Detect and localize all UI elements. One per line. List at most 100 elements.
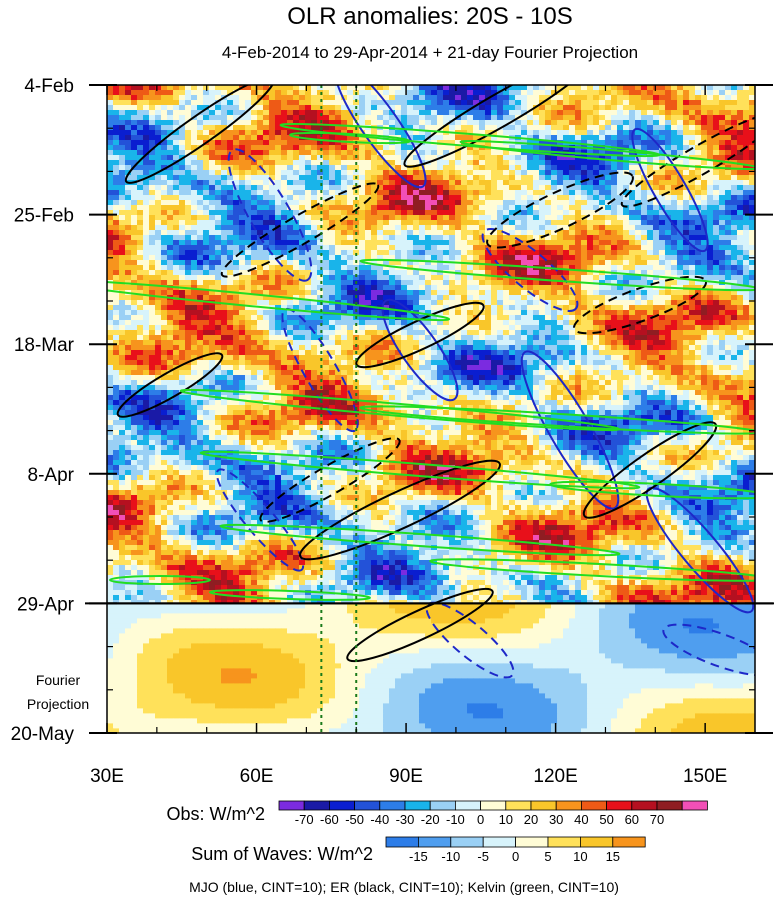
obs-cell xyxy=(731,110,738,116)
obs-cell xyxy=(563,255,570,261)
obs-cell xyxy=(719,230,726,236)
obs-cell xyxy=(677,210,684,216)
obs-cell xyxy=(395,185,402,191)
obs-cell xyxy=(689,160,696,166)
obs-cell xyxy=(569,230,576,236)
obs-cell xyxy=(731,130,738,136)
obs-cell xyxy=(563,240,570,246)
obs-cell xyxy=(725,255,732,261)
obs-cell xyxy=(287,185,294,191)
obs-cell xyxy=(143,285,150,291)
obs-cell xyxy=(695,145,702,151)
obs-cell xyxy=(557,95,564,101)
obs-cell xyxy=(617,235,624,241)
obs-cell xyxy=(461,235,468,241)
obs-cell xyxy=(245,270,252,276)
obs-cell xyxy=(533,210,540,216)
obs-cell xyxy=(677,115,684,121)
obs-cell xyxy=(713,170,720,176)
obs-cell xyxy=(377,210,384,216)
obs-cell xyxy=(335,310,342,316)
obs-cell xyxy=(527,105,534,111)
obs-cell xyxy=(737,280,744,286)
obs-cell xyxy=(347,280,354,286)
obs-cell xyxy=(287,195,294,201)
obs-cell xyxy=(461,200,468,206)
obs-cell xyxy=(497,280,504,286)
obs-cell xyxy=(413,245,420,251)
obs-cell xyxy=(431,270,438,276)
obs-cell xyxy=(305,195,312,201)
obs-cell xyxy=(287,85,294,91)
obs-cell xyxy=(551,90,558,96)
obs-cell xyxy=(497,220,504,226)
obs-cell xyxy=(275,125,282,131)
obs-cell xyxy=(317,95,324,101)
obs-cell xyxy=(131,270,138,276)
obs-cell xyxy=(677,135,684,141)
obs-cell xyxy=(635,260,642,266)
obs-cell xyxy=(629,170,636,176)
obs-cell xyxy=(641,230,648,236)
obs-cell xyxy=(677,120,684,126)
obs-cell xyxy=(419,150,426,156)
obs-cell xyxy=(227,90,234,96)
obs-cell xyxy=(737,150,744,156)
obs-cell xyxy=(737,230,744,236)
obs-cell xyxy=(149,160,156,166)
obs-cell xyxy=(725,245,732,251)
obs-cell xyxy=(503,245,510,251)
obs-cell xyxy=(509,170,516,176)
obs-cell xyxy=(233,200,240,206)
obs-cell xyxy=(323,135,330,141)
obs-cell xyxy=(389,115,396,121)
obs-cell xyxy=(311,275,318,281)
obs-cell xyxy=(395,205,402,211)
obs-cell xyxy=(419,300,426,306)
obs-cell xyxy=(173,110,180,116)
obs-cell xyxy=(263,100,270,106)
obs-cell xyxy=(389,290,396,296)
obs-cell xyxy=(293,115,300,121)
obs-cell xyxy=(695,120,702,126)
obs-cell xyxy=(179,160,186,166)
obs-cell xyxy=(203,265,210,271)
obs-cell xyxy=(179,225,186,231)
obs-cell xyxy=(281,255,288,261)
obs-cell xyxy=(575,230,582,236)
obs-cell xyxy=(269,225,276,231)
obs-cell xyxy=(725,290,732,296)
obs-cell xyxy=(623,125,630,131)
obs-cell xyxy=(143,145,150,151)
obs-cell xyxy=(203,190,210,196)
obs-cell xyxy=(209,140,216,146)
obs-cell xyxy=(575,240,582,246)
obs-cell xyxy=(587,275,594,281)
obs-cell xyxy=(341,155,348,161)
obs-cell xyxy=(227,185,234,191)
obs-cell xyxy=(593,85,600,91)
obs-cell xyxy=(413,220,420,226)
obs-cell xyxy=(485,210,492,216)
obs-cell xyxy=(443,190,450,196)
obs-cell xyxy=(455,90,462,96)
obs-cell xyxy=(623,285,630,291)
obs-cell xyxy=(203,230,210,236)
obs-cell xyxy=(743,190,750,196)
obs-cell xyxy=(617,300,624,306)
obs-cell xyxy=(533,230,540,236)
obs-cell xyxy=(563,205,570,211)
obs-cell xyxy=(653,150,660,156)
obs-cell xyxy=(731,305,738,311)
obs-cell xyxy=(479,210,486,216)
obs-cell xyxy=(239,175,246,181)
obs-cell xyxy=(371,280,378,286)
obs-cell xyxy=(197,275,204,281)
obs-cell xyxy=(113,145,120,151)
obs-cell xyxy=(161,90,168,96)
obs-cell xyxy=(197,180,204,186)
obs-cell xyxy=(695,255,702,261)
obs-cell xyxy=(185,105,192,111)
obs-cell xyxy=(227,195,234,201)
obs-cell xyxy=(227,240,234,246)
